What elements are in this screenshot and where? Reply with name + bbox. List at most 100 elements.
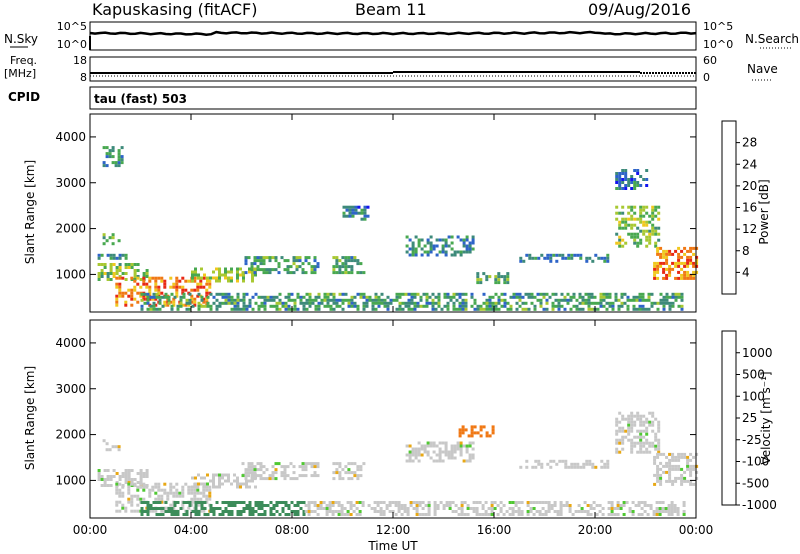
echo-cell <box>224 301 228 305</box>
echo-cell <box>639 205 643 209</box>
echo-region <box>140 501 306 516</box>
echo-cell <box>359 295 363 299</box>
echo-cell <box>467 434 471 438</box>
echo-cell <box>169 276 173 280</box>
echo-cell <box>117 161 121 165</box>
echo-cell <box>410 301 414 305</box>
echo-cell <box>351 211 355 215</box>
echo-cell <box>184 303 188 307</box>
echo-cell <box>648 450 652 454</box>
echo-cell <box>317 301 321 305</box>
echo-cell <box>379 513 383 516</box>
echo-cell <box>308 292 312 296</box>
echo-cell <box>460 510 464 513</box>
echo-cell <box>338 304 342 308</box>
echo-cell <box>677 276 681 280</box>
echo-cell <box>103 478 107 481</box>
echo-cell <box>677 476 681 480</box>
echo-cell <box>600 465 604 469</box>
echo-cell <box>658 501 662 504</box>
echo-cell <box>286 271 290 275</box>
echo-cell <box>154 485 158 489</box>
echo-cell <box>293 298 297 302</box>
echo-cell <box>618 175 622 178</box>
echo-cell <box>654 205 658 209</box>
echo-cell <box>478 513 482 516</box>
echo-cell <box>553 504 557 507</box>
echo-cell <box>344 259 348 263</box>
echo-cell <box>114 161 118 165</box>
echo-cell <box>462 241 466 245</box>
freq-left-tick-top: 18 <box>73 54 87 67</box>
echo-cell <box>359 292 363 296</box>
echo-cell <box>260 301 264 305</box>
echo-cell <box>680 292 684 296</box>
echo-cell <box>167 298 171 302</box>
echo-cell <box>124 303 128 307</box>
colorbar-tick-label: 1000 <box>742 346 773 360</box>
echo-cell <box>136 300 140 304</box>
echo-cell <box>142 485 146 489</box>
echo-cell <box>209 307 213 311</box>
echo-cell <box>230 276 233 280</box>
echo-cell <box>569 295 573 299</box>
echo-cell <box>199 279 203 283</box>
echo-cell <box>668 273 672 277</box>
echo-cell <box>621 435 625 439</box>
echo-cell <box>208 285 212 289</box>
echo-region <box>653 452 699 486</box>
velocity-ylabel: Slant Range [km] <box>23 366 37 470</box>
echo-cell <box>680 479 684 483</box>
echo-cell <box>410 307 414 311</box>
power-ylabel: Slant Range [km] <box>23 160 37 264</box>
echo-cell <box>648 423 652 427</box>
echo-cell <box>262 256 266 260</box>
echo-cell <box>154 282 158 286</box>
echo-cell <box>172 303 176 307</box>
echo-cell <box>272 304 276 308</box>
echo-cell <box>343 513 347 516</box>
echo-cell <box>341 307 345 311</box>
echo-cell <box>677 261 681 265</box>
echo-cell <box>422 304 426 308</box>
echo-cell <box>115 276 119 280</box>
echo-cell <box>630 450 634 454</box>
echo-cell <box>639 447 643 451</box>
echo-cell <box>425 301 429 305</box>
echo-cell <box>491 307 495 311</box>
echo-cell <box>630 438 634 442</box>
x-tick-label: 20:00 <box>578 523 613 537</box>
echo-cell <box>196 485 200 489</box>
echo-cell <box>683 276 687 280</box>
echo-cell <box>417 241 421 245</box>
echo-cell <box>514 501 518 504</box>
echo-cell <box>636 441 640 445</box>
echo-cell <box>618 187 622 190</box>
echo-cell <box>262 471 266 475</box>
echo-cell <box>383 298 387 302</box>
echo-cell <box>347 304 351 308</box>
echo-cell <box>525 465 529 469</box>
echo-cell <box>659 452 663 456</box>
echo-cell <box>654 241 658 245</box>
echo-cell <box>344 271 348 275</box>
echo-cell <box>230 267 233 271</box>
echo-cell <box>494 278 498 282</box>
echo-cell <box>605 307 609 311</box>
echo-cell <box>470 431 474 435</box>
echo-cell <box>187 488 191 492</box>
echo-cell <box>313 271 317 275</box>
echo-cell <box>136 282 140 286</box>
echo-cell <box>615 178 619 181</box>
echo-cell <box>224 298 228 302</box>
echo-cell <box>332 295 336 299</box>
echo-cell <box>354 205 358 209</box>
echo-cell <box>441 459 445 463</box>
echo-cell <box>442 507 446 510</box>
echo-cell <box>236 501 240 504</box>
echo-cell <box>350 295 354 299</box>
echo-cell <box>476 272 480 276</box>
echo-cell <box>202 276 206 280</box>
echo-cell <box>227 473 230 477</box>
echo-cell <box>444 450 448 454</box>
